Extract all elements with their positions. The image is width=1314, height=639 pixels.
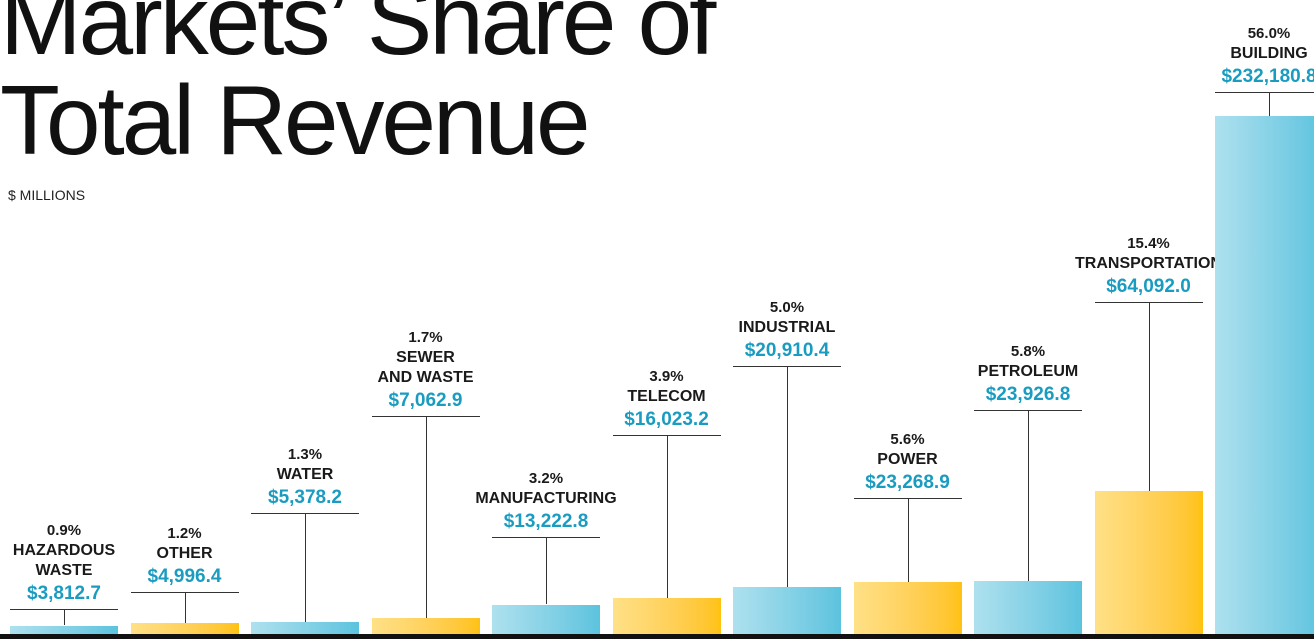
share-label: 3.9% bbox=[649, 368, 684, 385]
category-label: MANUFACTURING bbox=[475, 490, 617, 507]
category-label: PETROLEUM bbox=[977, 363, 1079, 380]
bar bbox=[1094, 491, 1203, 634]
share-label: 5.0% bbox=[769, 299, 805, 316]
bar bbox=[371, 618, 480, 634]
value-label: $13,222.8 bbox=[503, 511, 589, 532]
category-label: BUILDING bbox=[1230, 45, 1308, 62]
connector bbox=[546, 537, 547, 605]
bar-label: 1.3% WATER $5,378.2 bbox=[220, 445, 390, 511]
label-rule bbox=[1215, 92, 1314, 93]
value-label: $16,023.2 bbox=[624, 409, 709, 430]
share-label: 15.4% bbox=[1127, 235, 1170, 252]
bar bbox=[974, 580, 1082, 634]
bar bbox=[1215, 116, 1314, 634]
bar-label: 1.2% OTHER $4,996.4 bbox=[100, 524, 270, 590]
bar bbox=[853, 582, 962, 634]
category-label: INDUSTRIAL bbox=[738, 319, 836, 336]
category-label: HAZARDOUS WASTE bbox=[12, 542, 116, 579]
share-label: 1.7% bbox=[408, 329, 443, 346]
bar-label: 0.9% HAZARDOUS WASTE $3,812.7 bbox=[0, 521, 149, 607]
bar bbox=[130, 622, 239, 634]
bar bbox=[10, 625, 118, 634]
bar bbox=[492, 604, 600, 634]
value-label: $23,926.8 bbox=[985, 384, 1071, 405]
category-label: TELECOM bbox=[627, 388, 706, 405]
value-label: $3,812.7 bbox=[27, 583, 101, 604]
category-label: OTHER bbox=[156, 545, 213, 562]
share-label: 5.8% bbox=[1010, 343, 1046, 360]
connector bbox=[184, 592, 186, 623]
chart-title: Markets’ Share of Total Revenue bbox=[0, 0, 716, 175]
bar-label: 56.0% BUILDING $232,180.8 bbox=[1184, 24, 1314, 90]
bar bbox=[612, 598, 721, 634]
connector bbox=[666, 435, 668, 599]
bar-label: 5.6% POWER $23,268.9 bbox=[823, 430, 993, 496]
bar-label: 5.8% PETROLEUM $23,926.8 bbox=[943, 342, 1113, 408]
connector bbox=[1028, 410, 1029, 581]
value-label: $64,092.0 bbox=[1106, 276, 1191, 297]
category-label: SEWER AND WASTE bbox=[377, 349, 474, 386]
connector bbox=[1269, 92, 1270, 116]
value-label: $20,910.4 bbox=[744, 340, 830, 361]
bar-label: 3.2% MANUFACTURING $13,222.8 bbox=[461, 469, 631, 535]
connector bbox=[907, 498, 909, 583]
value-label: $5,378.2 bbox=[268, 487, 342, 508]
value-label: $4,996.4 bbox=[147, 566, 222, 587]
bar-label: 1.7% SEWER AND WASTE $7,062.9 bbox=[341, 328, 511, 414]
baseline bbox=[0, 634, 1314, 639]
share-label: 5.6% bbox=[890, 431, 925, 448]
value-label: $232,180.8 bbox=[1221, 66, 1314, 87]
subtitle: $ MILLIONS bbox=[8, 187, 86, 203]
category-label: POWER bbox=[877, 451, 938, 468]
connector bbox=[305, 513, 306, 622]
category-label: WATER bbox=[276, 466, 334, 483]
connector bbox=[64, 609, 65, 626]
bar-label: 3.9% TELECOM $16,023.2 bbox=[582, 367, 752, 433]
share-label: 1.2% bbox=[167, 525, 202, 542]
connector bbox=[425, 416, 427, 619]
value-label: $7,062.9 bbox=[388, 390, 463, 411]
bar bbox=[251, 622, 359, 634]
value-label: $23,268.9 bbox=[865, 472, 950, 493]
connector bbox=[787, 366, 788, 588]
category-label: TRANSPORTATION bbox=[1075, 255, 1222, 272]
share-label: 3.2% bbox=[528, 470, 564, 487]
bar bbox=[733, 587, 841, 634]
connector bbox=[1148, 302, 1150, 491]
share-label: 56.0% bbox=[1247, 25, 1291, 42]
share-label: 0.9% bbox=[46, 522, 82, 539]
bar-label: 5.0% INDUSTRIAL $20,910.4 bbox=[702, 298, 872, 364]
bar-label: 15.4% TRANSPORTATION $64,092.0 bbox=[1064, 234, 1234, 300]
share-label: 1.3% bbox=[287, 446, 323, 463]
